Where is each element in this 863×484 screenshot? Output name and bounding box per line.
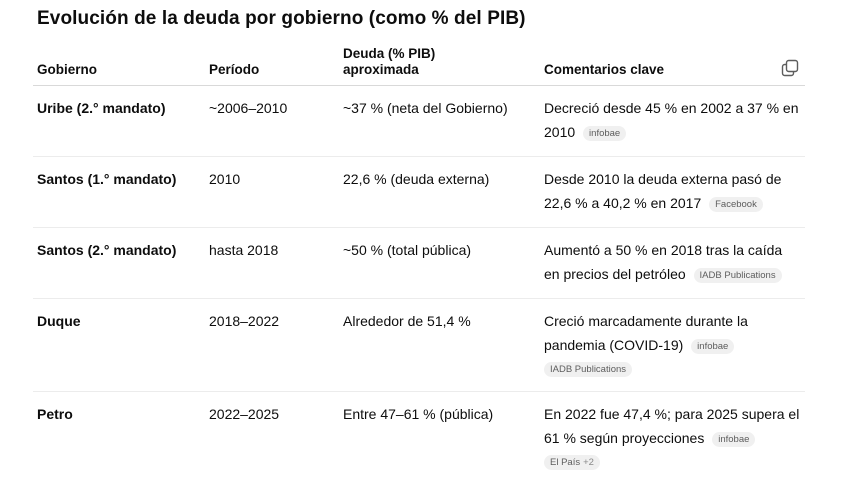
cell-comentario: Creció marcadamente durante la pandemia … xyxy=(540,299,805,392)
source-badge[interactable]: infobae xyxy=(583,126,626,141)
table-title: Evolución de la deuda por gobierno (como… xyxy=(37,8,526,30)
cell-periodo: 2018–2022 xyxy=(205,299,339,392)
cell-deuda: 22,6 % (deuda externa) xyxy=(339,157,540,228)
comentario-text: En 2022 fue 47,4 %; para 2025 supera el … xyxy=(544,406,799,446)
cell-gobierno: Santos (1.° mandato) xyxy=(33,157,205,228)
debt-table: Gobierno Período Deuda (% PIB)aproximada… xyxy=(33,40,805,484)
table-row: Duque 2018–2022 Alrededor de 51,4 % Crec… xyxy=(33,299,805,392)
header-deuda: Deuda (% PIB)aproximada xyxy=(339,40,540,86)
table-row: Santos (1.° mandato) 2010 22,6 % (deuda … xyxy=(33,157,805,228)
cell-comentario: Decreció desde 45 % en 2002 a 37 % en 20… xyxy=(540,86,805,157)
cell-deuda: Entre 47–61 % (pública) xyxy=(339,392,540,484)
table-row: Uribe (2.° mandato) ~2006–2010 ~37 % (ne… xyxy=(33,86,805,157)
header-comentarios: Comentarios clave xyxy=(540,40,805,86)
cell-comentario: Aumentó a 50 % en 2018 tras la caída en … xyxy=(540,228,805,299)
header-periodo: Período xyxy=(205,40,339,86)
table-row: Santos (2.° mandato) hasta 2018 ~50 % (t… xyxy=(33,228,805,299)
cell-deuda: Alrededor de 51,4 % xyxy=(339,299,540,392)
source-badge-group[interactable]: El País+2 xyxy=(544,455,600,470)
source-badge[interactable]: IADB Publications xyxy=(694,268,782,283)
table-row: Petro 2022–2025 Entre 47–61 % (pública) … xyxy=(33,392,805,484)
source-badge[interactable]: infobae xyxy=(691,339,734,354)
cell-gobierno: Petro xyxy=(33,392,205,484)
source-badge-line: El País+2 xyxy=(540,450,801,472)
table-header-row: Gobierno Período Deuda (% PIB)aproximada… xyxy=(33,40,805,86)
cell-periodo: ~2006–2010 xyxy=(205,86,339,157)
cell-deuda: ~37 % (neta del Gobierno) xyxy=(339,86,540,157)
cell-gobierno: Santos (2.° mandato) xyxy=(33,228,205,299)
cell-periodo: 2010 xyxy=(205,157,339,228)
source-badge-line: IADB Publications xyxy=(540,357,801,379)
cell-comentario: Desde 2010 la deuda externa pasó de 22,6… xyxy=(540,157,805,228)
cell-gobierno: Uribe (2.° mandato) xyxy=(33,86,205,157)
header-deuda-line2: aproximada xyxy=(343,62,419,77)
header-deuda-line1: Deuda (% PIB) xyxy=(343,46,435,61)
source-badge-label: El País xyxy=(550,457,580,468)
more-sources-count: +2 xyxy=(583,457,594,468)
cell-deuda: ~50 % (total pública) xyxy=(339,228,540,299)
cell-comentario: En 2022 fue 47,4 %; para 2025 supera el … xyxy=(540,392,805,484)
cell-periodo: 2022–2025 xyxy=(205,392,339,484)
source-badge[interactable]: infobae xyxy=(712,432,755,447)
cell-periodo: hasta 2018 xyxy=(205,228,339,299)
source-badge[interactable]: IADB Publications xyxy=(544,362,632,377)
header-gobierno: Gobierno xyxy=(33,40,205,86)
cell-gobierno: Duque xyxy=(33,299,205,392)
source-badge[interactable]: Facebook xyxy=(709,197,763,212)
